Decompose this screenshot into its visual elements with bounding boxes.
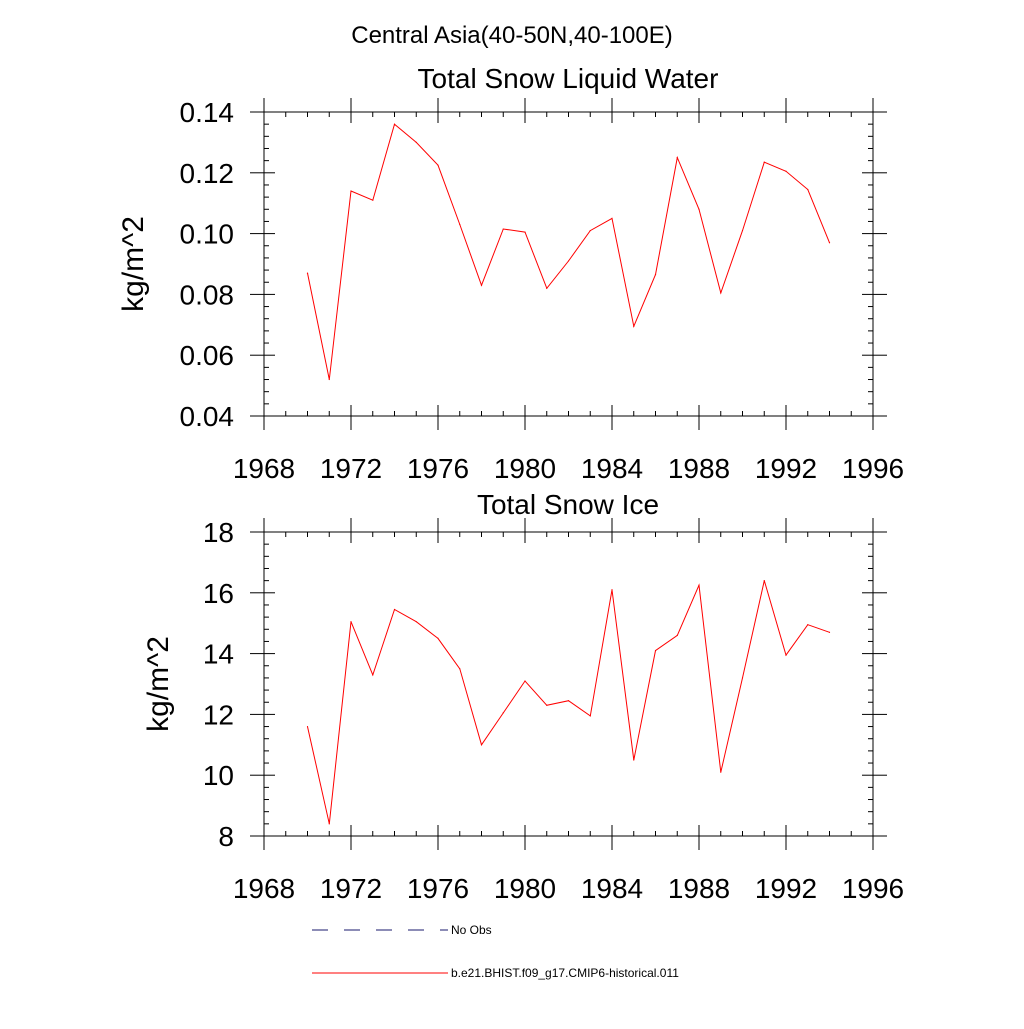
y-axis-label: kg/m^2 <box>142 636 175 732</box>
data-point <box>828 242 831 244</box>
x-tick-label: 1976 <box>407 453 469 484</box>
data-point <box>502 712 504 714</box>
data-point <box>589 715 591 717</box>
data-point <box>328 378 330 381</box>
y-tick-label: 0.12 <box>180 158 235 189</box>
x-tick-label: 1988 <box>668 873 730 904</box>
x-tick-label: 1968 <box>233 453 295 484</box>
data-point <box>785 654 787 656</box>
data-point <box>524 231 526 233</box>
data-point <box>763 161 765 163</box>
x-tick-label: 1980 <box>494 873 556 904</box>
y-tick-label: 10 <box>203 760 234 791</box>
data-point <box>633 325 635 327</box>
data-point <box>393 608 396 611</box>
data-point <box>350 621 352 623</box>
y-tick-label: 14 <box>203 639 234 670</box>
chart-panel-total-snow-ice: Total Snow Ice kg/m^2 1968 1972 1976 1980 19… <box>142 489 904 904</box>
legend-label-no-obs: No Obs <box>451 923 492 937</box>
data-point <box>459 668 461 670</box>
x-tick-label: 1988 <box>668 453 730 484</box>
x-tick-label: 1992 <box>755 453 817 484</box>
legend-label-model: b.e21.BHIST.f09_g17.CMIP6-historical.011 <box>451 966 679 980</box>
x-tick-label: 1992 <box>755 873 817 904</box>
x-tick-label: 1984 <box>581 873 643 904</box>
x-tick-label: 1984 <box>581 453 643 484</box>
data-point <box>372 199 374 201</box>
data-point <box>306 272 309 274</box>
data-point <box>328 823 330 825</box>
chart-panel-total-snow-liquid-water: Total Snow Liquid Water kg/m^2 1968 1972 1… <box>117 63 904 484</box>
plot-frame <box>263 531 874 837</box>
y-tick-label: 0.10 <box>180 219 235 250</box>
data-point <box>720 292 722 294</box>
data-point <box>546 287 548 289</box>
data-point <box>524 680 526 682</box>
chart-title: Total Snow Ice <box>477 489 659 520</box>
data-point <box>611 589 613 591</box>
plot-frame <box>263 111 874 417</box>
data-point <box>676 157 678 159</box>
data-point <box>807 188 809 191</box>
y-axis-label: kg/m^2 <box>117 216 150 312</box>
data-point <box>720 771 722 773</box>
data-point <box>480 284 483 286</box>
data-point <box>415 141 417 143</box>
y-tick-label: 0.04 <box>180 401 235 432</box>
data-point <box>589 229 591 232</box>
data-point <box>654 274 657 276</box>
data-point <box>415 621 417 623</box>
data-point <box>502 228 504 230</box>
x-tick-label: 1976 <box>407 873 469 904</box>
data-point <box>654 649 657 652</box>
data-point <box>828 631 831 633</box>
series-line <box>307 580 830 824</box>
data-point <box>807 624 809 626</box>
data-point <box>306 725 309 728</box>
data-point <box>741 677 744 679</box>
data-point <box>546 704 548 706</box>
y-tick-label: 16 <box>203 578 234 609</box>
y-tick-label: 0.14 <box>180 97 235 128</box>
y-tick-label: 8 <box>218 821 234 852</box>
data-point <box>676 634 678 636</box>
x-tick-label: 1980 <box>494 453 556 484</box>
data-point <box>698 208 700 210</box>
y-tick-label: 0.08 <box>180 279 235 310</box>
chart-title: Total Snow Liquid Water <box>418 63 719 94</box>
series-line <box>307 123 830 380</box>
figure-title: Central Asia(40-50N,40-100E) <box>351 22 673 49</box>
y-tick-label: 0.06 <box>180 340 235 371</box>
data-point <box>741 229 744 232</box>
data-point <box>437 637 439 640</box>
data-point <box>480 744 483 746</box>
data-point <box>567 700 570 702</box>
data-point <box>633 759 635 761</box>
data-point <box>611 217 613 219</box>
y-tick-label: 12 <box>203 699 234 730</box>
y-tick-label: 18 <box>203 517 234 548</box>
x-tick-label: 1996 <box>842 453 904 484</box>
data-point <box>393 123 396 125</box>
legend: No Obs b.e21.BHIST.f09_g17.CMIP6-histori… <box>312 923 679 980</box>
data-point <box>567 260 570 262</box>
data-point <box>437 164 439 166</box>
x-tick-label: 1972 <box>320 873 382 904</box>
data-point <box>459 223 461 226</box>
data-point <box>350 190 352 192</box>
x-tick-label: 1996 <box>842 873 904 904</box>
data-point <box>698 584 700 586</box>
x-tick-label: 1972 <box>320 453 382 484</box>
data-point <box>785 170 787 172</box>
data-point <box>763 580 765 582</box>
x-tick-label: 1968 <box>233 873 295 904</box>
data-point <box>372 674 374 676</box>
